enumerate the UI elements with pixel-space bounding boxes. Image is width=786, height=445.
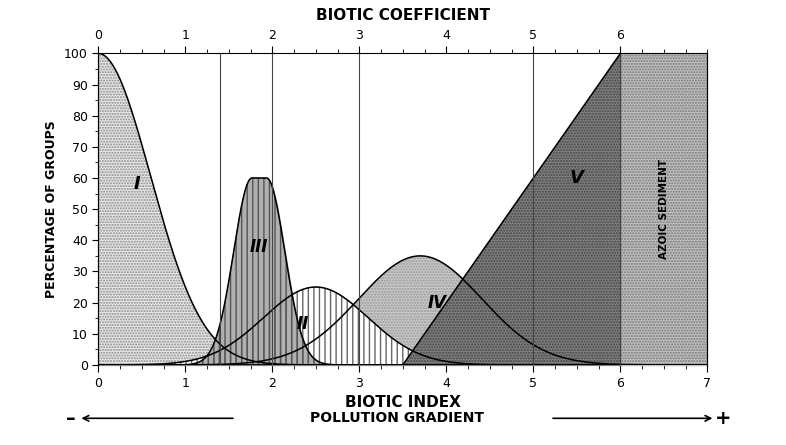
Text: POLLUTION GRADIENT: POLLUTION GRADIENT	[310, 411, 484, 425]
Text: III: III	[250, 238, 269, 255]
X-axis label: BIOTIC INDEX: BIOTIC INDEX	[345, 395, 461, 410]
Text: II: II	[296, 316, 309, 333]
Y-axis label: PERCENTAGE OF GROUPS: PERCENTAGE OF GROUPS	[46, 120, 58, 298]
Text: I: I	[134, 175, 141, 193]
Text: IV: IV	[428, 294, 447, 311]
Text: AZOIC SEDIMENT: AZOIC SEDIMENT	[659, 159, 669, 259]
Text: V: V	[570, 169, 584, 187]
Text: +: +	[715, 409, 731, 428]
Text: –: –	[66, 409, 75, 428]
X-axis label: BIOTIC COEFFICIENT: BIOTIC COEFFICIENT	[316, 8, 490, 23]
